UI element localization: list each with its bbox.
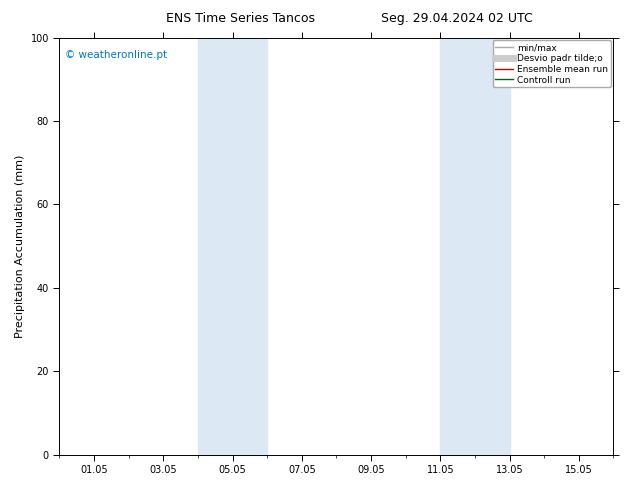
Y-axis label: Precipitation Accumulation (mm): Precipitation Accumulation (mm) — [15, 154, 25, 338]
Text: Seg. 29.04.2024 02 UTC: Seg. 29.04.2024 02 UTC — [380, 12, 533, 25]
Text: © weatheronline.pt: © weatheronline.pt — [65, 50, 167, 60]
Bar — [440, 38, 510, 455]
Bar — [198, 38, 267, 455]
Text: ENS Time Series Tancos: ENS Time Series Tancos — [166, 12, 316, 25]
Legend: min/max, Desvio padr tilde;o, Ensemble mean run, Controll run: min/max, Desvio padr tilde;o, Ensemble m… — [493, 40, 611, 87]
